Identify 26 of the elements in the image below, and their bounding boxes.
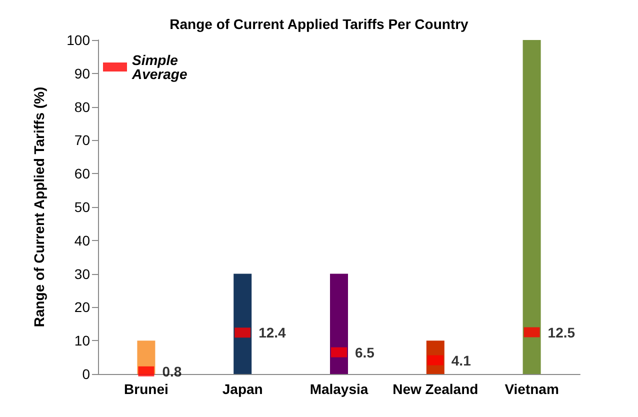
x-tick-label: New Zealand <box>392 381 478 397</box>
bar <box>234 274 252 374</box>
y-tick-label: 10 <box>74 332 90 349</box>
y-tick-label: 90 <box>74 65 90 82</box>
y-tick-label: 0 <box>82 366 90 382</box>
x-tick-label: Vietnam <box>504 381 559 397</box>
chart-title: Range of Current Applied Tariffs Per Country <box>170 16 469 32</box>
data-label: 4.1 <box>451 352 472 368</box>
y-tick-label: 20 <box>74 299 90 316</box>
y-tick-label: 40 <box>74 232 90 248</box>
bar <box>522 40 541 374</box>
y-tick-label: 80 <box>74 98 90 115</box>
legend-label: Simple Average <box>131 52 188 82</box>
y-tick-label: 70 <box>74 132 90 148</box>
x-tick-label: Japan <box>222 381 263 397</box>
y-tick-label: 100 <box>66 32 90 48</box>
y-tick-label: 50 <box>74 199 90 215</box>
data-label: 6.5 <box>355 344 375 360</box>
x-tick-label: Malaysia <box>310 381 368 397</box>
bar <box>330 274 348 374</box>
data-label: 12.5 <box>548 324 576 340</box>
y-axis-title: Range of Current Applied Tariffs (%) <box>31 86 47 328</box>
y-tick-label: 60 <box>74 166 90 182</box>
x-tick-label: Brunei <box>124 381 168 397</box>
data-label: 12.4 <box>258 324 286 341</box>
y-tick-label: 30 <box>74 266 90 282</box>
